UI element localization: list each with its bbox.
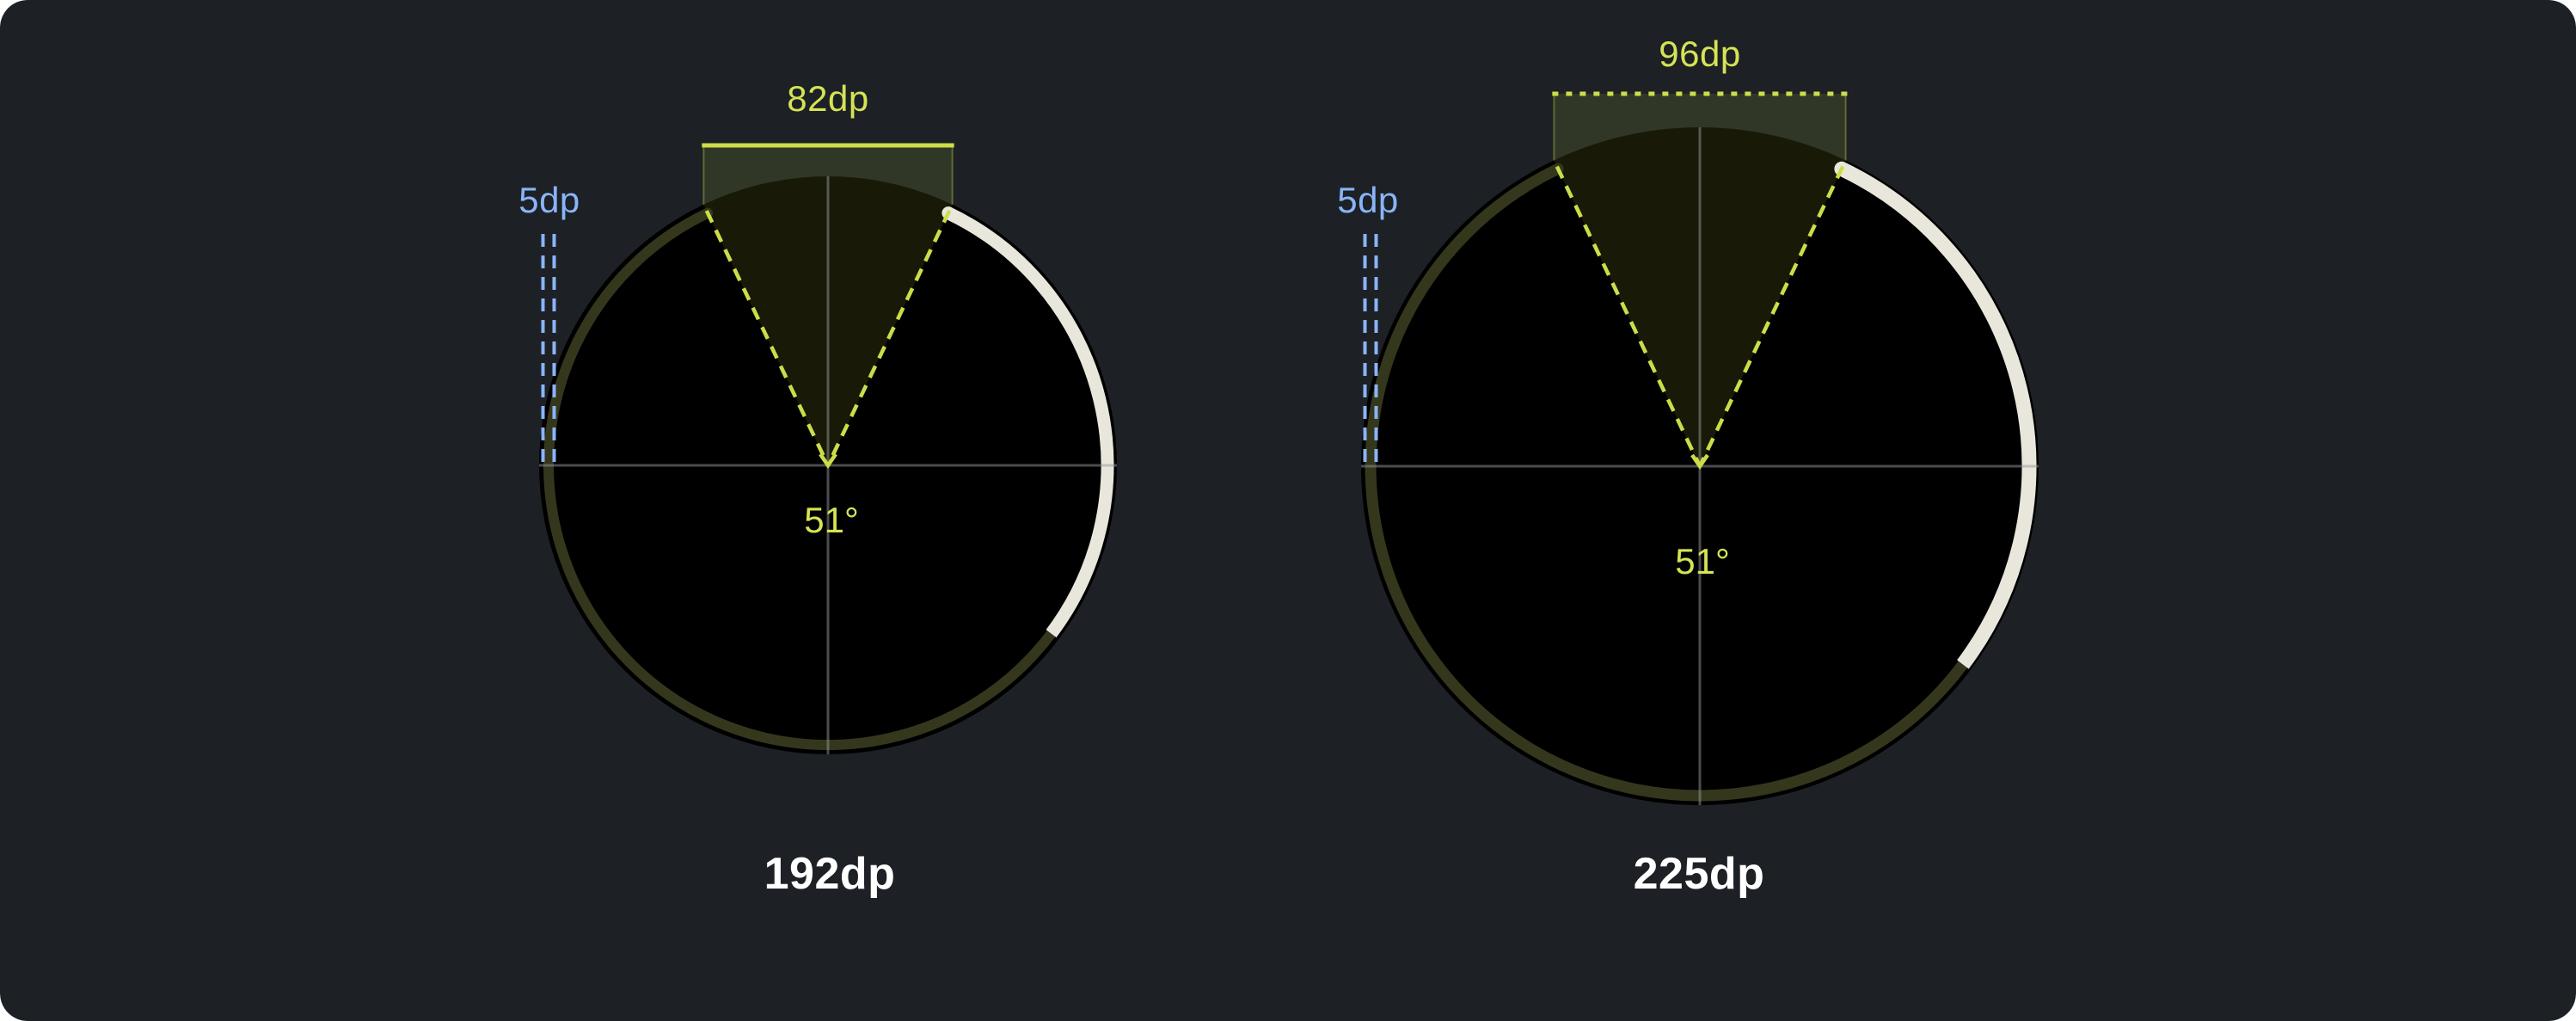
gap-angle-label-left: 51° <box>804 500 859 540</box>
track-arc <box>543 208 1056 751</box>
progress-arc <box>945 206 1114 638</box>
wedge-dashed-edge <box>704 209 831 466</box>
wedge-dashed-edge <box>1697 165 1845 467</box>
gap-angle-label-right: 51° <box>1675 541 1730 581</box>
diameter-label-left: 192dp <box>764 849 896 899</box>
diameter-label-right: 225dp <box>1633 849 1765 899</box>
ring-thickness-label-right: 5dp <box>1337 180 1399 220</box>
wedge-dashed-edge <box>825 209 952 466</box>
large-watch-diagram <box>1361 91 2039 805</box>
ring-thickness-label-left: 5dp <box>518 180 580 220</box>
wedge-dashed-edge <box>1555 165 1702 467</box>
track-arc <box>1365 163 1968 802</box>
top-width-label-left: 82dp <box>787 78 869 119</box>
apex-arrow-icon <box>1690 453 1709 470</box>
progress-arc <box>1838 162 2037 669</box>
top-width-label-right: 96dp <box>1659 34 1741 74</box>
small-watch-diagram <box>539 143 1117 754</box>
apex-arrow-icon <box>819 452 837 469</box>
